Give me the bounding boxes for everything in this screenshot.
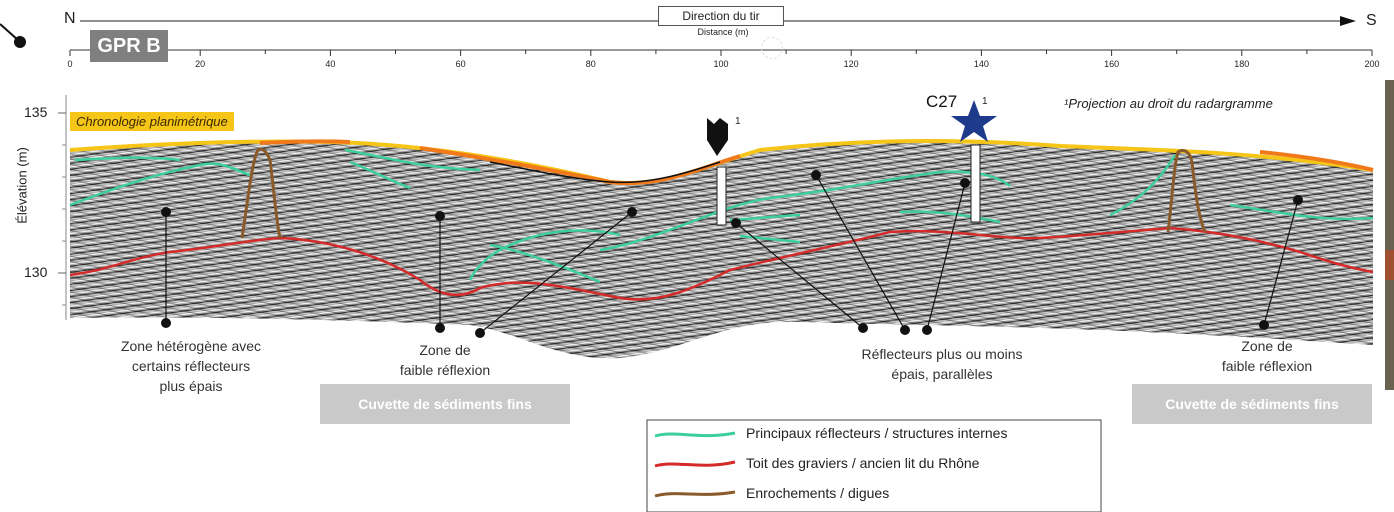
zone-label-reflecteurs: Réflecteurs plus ou moins épais, parallè…: [861, 346, 1023, 382]
distance-tick-label: 40: [325, 59, 336, 69]
cuvette-left: Cuvette de sédiments fins: [320, 384, 570, 424]
borehole-c27: [970, 144, 981, 223]
elevation-tick-130: 130: [24, 264, 48, 280]
surface-orange-3: [1259, 150, 1374, 172]
distance-tick-label: 80: [585, 59, 596, 69]
direction-arrowhead: [1340, 16, 1356, 26]
distance-circle-icon: [761, 37, 783, 59]
pointer-lines: [165, 174, 1299, 334]
chronologie-label: Chronologie planimétrique: [70, 112, 234, 131]
legend-label-brown: Enrochements / digues: [746, 485, 890, 501]
pointer-dots: [161, 170, 1303, 338]
legend-label-green: Principaux réflecteurs / structures inte…: [746, 425, 1008, 441]
c27-superscript: 1: [982, 96, 988, 107]
legend-label-red: Toit des graviers / ancien lit du Rhône: [746, 455, 980, 471]
distance-tick-label: 20: [195, 59, 206, 69]
distance-tick-label: 200: [1364, 59, 1380, 69]
distance-tick-label: 160: [1104, 59, 1120, 69]
c27-label: C27: [926, 92, 958, 111]
surface-orange-1: [259, 139, 351, 145]
green-reflectors: [69, 148, 1374, 284]
pin-line: [0, 23, 19, 41]
elevation-tick-135: 135: [24, 104, 48, 120]
zone-label-heterogene: Zone hétérogène avec certains réflecteur…: [120, 338, 262, 394]
distance-tick-label: 100: [713, 59, 729, 69]
marker-icon: [707, 118, 728, 156]
elevation-axis-label: Élévation (m): [14, 147, 30, 224]
north-label: N: [64, 10, 76, 27]
star-icon: [951, 100, 997, 142]
distance-ticks: [69, 50, 1373, 56]
cuvette-right: Cuvette de sédiments fins: [1132, 384, 1372, 424]
distance-tick-label: 120: [843, 59, 859, 69]
zone-label-faible-right: Zone de faible réflexion: [1221, 338, 1313, 374]
distance-tick-label: 180: [1234, 59, 1250, 69]
direction-label: Direction du tir: [658, 6, 784, 26]
zone-label-faible-left: Zone de faible réflexion: [399, 342, 491, 378]
distance-tick-label: 60: [455, 59, 466, 69]
legend-swatch-green: [654, 431, 736, 438]
dike-right: [1166, 148, 1207, 233]
dike-left: [240, 147, 282, 239]
legend-swatch-brown: [654, 490, 736, 498]
distance-tick-label: 140: [973, 59, 989, 69]
distance-tick-label: 0: [67, 59, 73, 69]
projection-note: ¹Projection au droit du radargramme: [1064, 96, 1273, 111]
photo-strip: [1385, 80, 1394, 390]
south-label: S: [1366, 12, 1377, 29]
borehole-left: [716, 166, 727, 226]
legend-swatch-red: [654, 460, 736, 468]
pin-dot: [14, 36, 26, 48]
marker-superscript: 1: [735, 116, 741, 127]
profile-badge: GPR B: [90, 30, 168, 62]
distance-label: Distance (m): [697, 27, 749, 37]
